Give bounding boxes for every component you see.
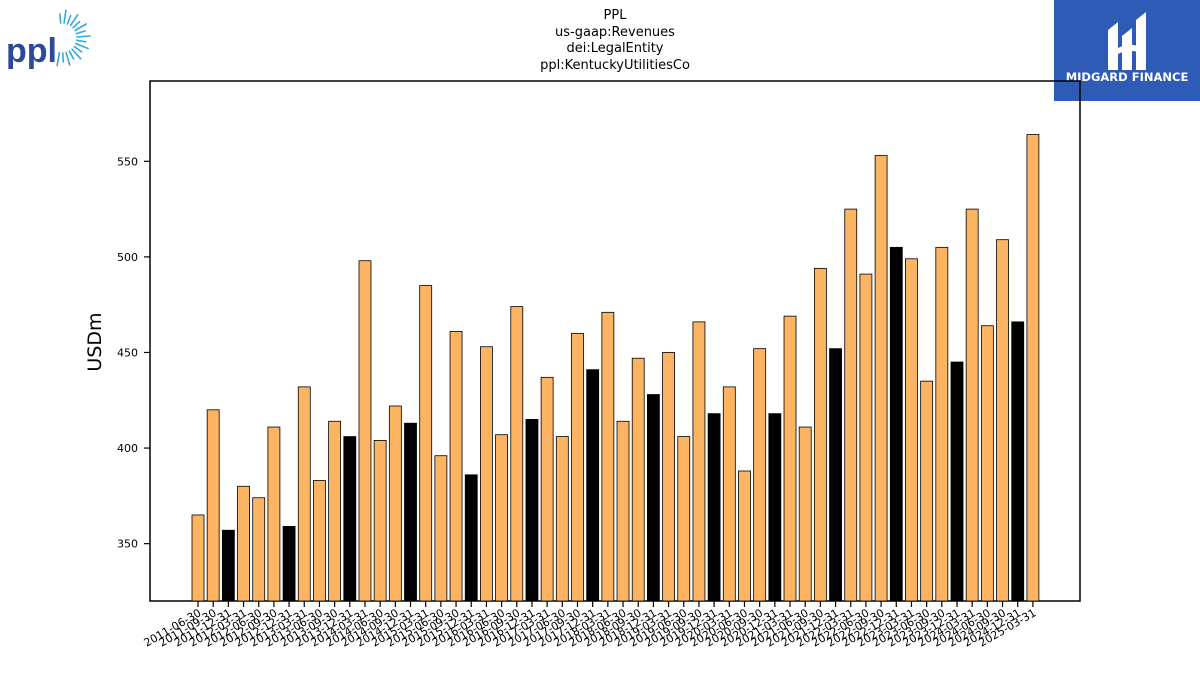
bar-2025-03-31 — [1026, 134, 1040, 602]
sunburst-ray — [69, 14, 79, 27]
sunburst-ray — [76, 35, 91, 38]
bar-2018-12-31 — [647, 394, 660, 602]
bar-2022-06-30 — [859, 273, 873, 602]
y-tick-label: 550 — [117, 155, 138, 168]
midgard-logo-text: MIDGARD FINANCE — [1066, 70, 1189, 84]
sunburst-ray — [74, 23, 87, 32]
bar-2021-03-31 — [783, 315, 797, 602]
sunburst-ray — [65, 51, 71, 66]
bar-2022-03-31 — [844, 208, 858, 602]
midgard-finance-logo: MIDGARD FINANCE — [1054, 0, 1200, 101]
title-line-4: ppl:KentuckyUtilitiesCo — [540, 58, 690, 73]
bar-2014-12-31 — [404, 422, 417, 602]
bar-2020-09-30 — [753, 348, 767, 602]
bar-2017-12-31 — [586, 369, 600, 602]
bar-2019-12-31 — [707, 413, 721, 602]
sunburst-ray — [73, 45, 83, 53]
bar-2020-12-31 — [768, 413, 782, 602]
bar-2018-09-30 — [631, 357, 645, 602]
sunburst-ray — [71, 48, 82, 60]
bar-2012-09-30 — [267, 426, 281, 602]
bar-2016-12-31 — [525, 418, 539, 602]
bar-2013-06-30 — [313, 480, 326, 602]
sunburst-ray — [56, 51, 61, 67]
bar-2011-09-30 — [206, 409, 220, 602]
ppl-logo: ppl — [6, 9, 91, 70]
bar-2018-03-31 — [601, 311, 615, 602]
bar-2012-12-31 — [282, 526, 296, 602]
chart-title: PPL us-gaap:Revenues dei:LegalEntity ppl… — [540, 8, 690, 73]
bar-2014-06-30 — [373, 440, 387, 602]
sunburst-ray — [63, 9, 67, 24]
bar-2015-09-30 — [449, 331, 463, 602]
bar-2019-06-30 — [677, 436, 691, 602]
bar-2024-09-30 — [996, 239, 1009, 602]
sunburst-ray — [75, 42, 89, 50]
bar-2021-06-30 — [798, 426, 812, 602]
sunburst-ray — [75, 30, 86, 35]
bar-2022-09-30 — [874, 155, 888, 602]
bar-2023-03-31 — [905, 258, 918, 602]
bar-2019-03-31 — [662, 352, 675, 602]
bar-2013-09-30 — [328, 420, 342, 602]
sunburst-ray — [66, 14, 72, 25]
sunburst-ray — [76, 39, 87, 43]
bar-2016-09-30 — [510, 306, 524, 602]
title-line-2: us-gaap:Revenues — [555, 25, 675, 40]
bar-2022-12-31 — [889, 246, 903, 602]
bar-2014-03-31 — [358, 260, 372, 602]
sunburst-icon — [56, 9, 91, 67]
bar-2018-06-30 — [616, 420, 630, 602]
bar-2023-09-30 — [935, 246, 949, 602]
bar-2015-12-31 — [464, 474, 478, 602]
bars-group — [191, 134, 1040, 602]
bar-2021-12-31 — [829, 348, 842, 602]
y-tick-label: 350 — [117, 538, 138, 551]
sunburst-ray — [72, 20, 81, 29]
bar-2012-03-31 — [237, 485, 250, 602]
bar-2023-06-30 — [920, 380, 934, 602]
bar-2021-09-30 — [813, 267, 827, 602]
y-tick-label: 450 — [117, 346, 138, 359]
plot-area — [149, 80, 1081, 602]
bar-2020-03-31 — [722, 386, 736, 602]
bar-2016-06-30 — [495, 434, 509, 602]
sunburst-ray — [59, 13, 62, 24]
bar-2012-06-30 — [252, 497, 266, 602]
bar-2017-09-30 — [571, 332, 584, 602]
bar-2013-12-31 — [343, 436, 357, 602]
bar-2024-06-30 — [980, 325, 994, 602]
midgard-emblem-icon — [1108, 12, 1146, 70]
bar-2024-03-31 — [965, 208, 979, 602]
y-tick-label: 500 — [117, 251, 138, 264]
bar-2019-09-30 — [692, 321, 706, 602]
bar-2011-12-31 — [221, 529, 235, 602]
y-tick-label: 400 — [117, 442, 138, 455]
y-axis: 350 400 450 500 550 — [117, 155, 150, 551]
bar-2014-09-30 — [388, 405, 402, 602]
sunburst-ray — [68, 50, 75, 60]
bar-2017-06-30 — [555, 436, 569, 602]
bar-2017-03-31 — [540, 376, 554, 602]
x-axis: 2011-06-302011-09-302011-12-312012-03-31… — [142, 601, 1038, 650]
bar-2024-12-31 — [1011, 321, 1025, 602]
ppl-logo-text: ppl — [6, 32, 57, 70]
sunburst-ray — [61, 52, 65, 63]
y-axis-label: USDm — [84, 312, 106, 371]
bar-2023-12-31 — [950, 361, 964, 602]
bar-2013-03-31 — [297, 386, 311, 602]
bar-2020-06-30 — [738, 470, 751, 602]
title-line-3: dei:LegalEntity — [566, 41, 663, 56]
bar-2011-06-30 — [191, 514, 205, 602]
bar-2015-06-30 — [434, 455, 448, 602]
bar-2015-03-31 — [419, 285, 433, 602]
bar-2016-03-31 — [480, 346, 493, 602]
title-line-1: PPL — [604, 8, 628, 23]
